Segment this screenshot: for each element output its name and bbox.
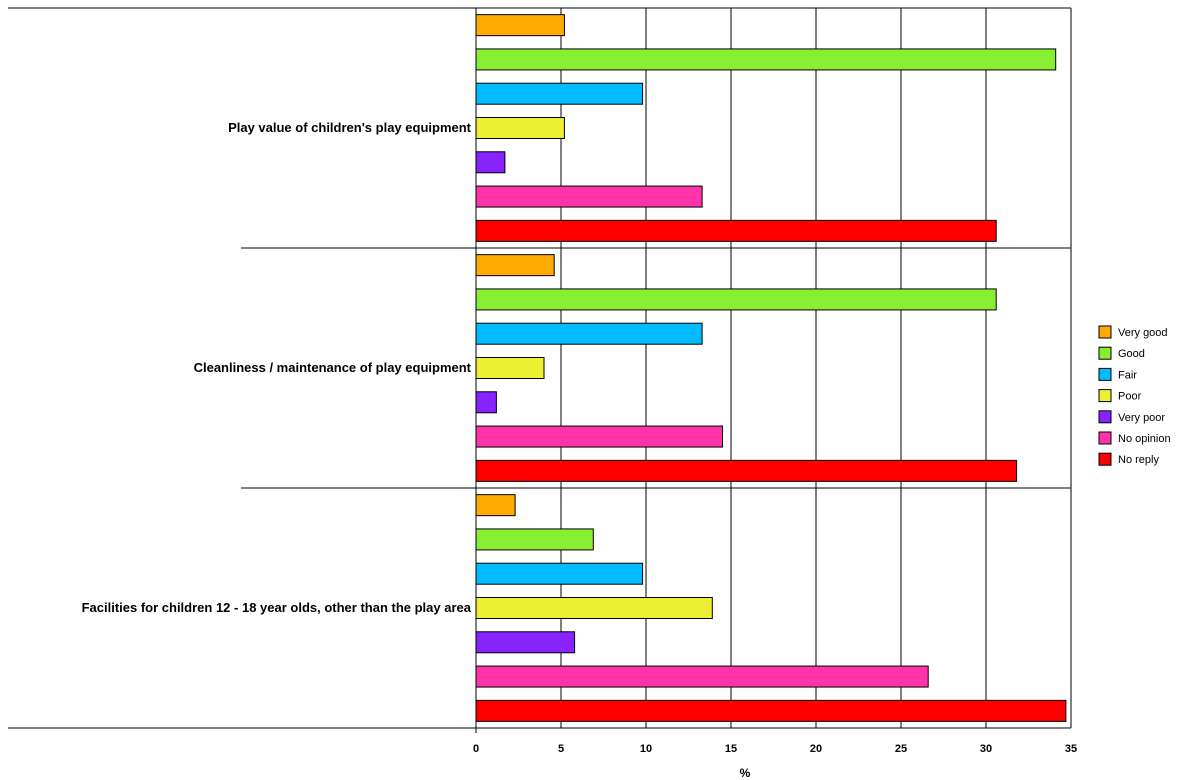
bar-mark [475, 494, 516, 517]
category-label: Play value of children's play equipment [228, 120, 472, 135]
bar-mark [475, 82, 644, 105]
x-tick-label: 0 [473, 743, 479, 755]
x-tick-label: 30 [980, 743, 992, 755]
bar-mark [475, 391, 497, 414]
category-label: Cleanliness / maintenance of play equipm… [194, 360, 472, 375]
legend-label: Very good [1118, 327, 1168, 339]
plot-frame [8, 7, 1072, 733]
x-tick-label: 20 [810, 743, 822, 755]
x-tick-label: 10 [640, 743, 652, 755]
grid-lines [475, 8, 1072, 728]
legend-label: Very poor [1118, 412, 1165, 424]
legend-label: No reply [1118, 454, 1159, 466]
legend-swatch [1098, 431, 1112, 445]
bar-mark [475, 699, 1067, 722]
bar-mark [475, 357, 545, 379]
category-labels: Play value of children's play equipment C… [82, 120, 472, 615]
bar-mark [475, 14, 565, 37]
bar-mark [475, 219, 997, 242]
bar-mark [475, 631, 576, 654]
bar-mark [475, 48, 1057, 71]
bars [475, 14, 1067, 722]
bar-mark [475, 185, 703, 208]
x-axis-title: % [740, 766, 751, 780]
legend-swatch [1098, 389, 1112, 403]
bar-mark [475, 459, 1018, 482]
legend-swatch [1098, 367, 1112, 381]
bar-mark [475, 425, 723, 448]
bar-mark [475, 597, 713, 619]
legend: Very good Good Fair Poor Very poor No opinion… [1098, 325, 1171, 466]
bar-mark [475, 254, 555, 277]
x-tick-label: 15 [725, 743, 737, 755]
bar-mark [475, 528, 594, 551]
bar-mark [475, 117, 565, 139]
legend-swatch [1098, 346, 1112, 360]
x-tick-label: 5 [558, 743, 564, 755]
legend-label: Poor [1118, 391, 1142, 403]
legend-swatch [1098, 325, 1112, 339]
legend-label: Fair [1118, 369, 1137, 381]
legend-label: Good [1118, 348, 1145, 360]
category-label: Facilities for children 12 - 18 year old… [82, 600, 472, 615]
bar-mark [475, 665, 929, 688]
legend-swatch [1098, 410, 1112, 424]
bar-mark [475, 322, 703, 345]
bar-mark [475, 151, 506, 174]
x-tick-labels: 0 5 10 15 20 25 30 35 [473, 743, 1077, 755]
legend-swatch [1098, 452, 1112, 466]
bar-mark [475, 562, 644, 585]
legend-label: No opinion [1118, 433, 1171, 445]
x-tick-label: 35 [1065, 743, 1077, 755]
bar-mark [475, 288, 997, 311]
x-tick-label: 25 [895, 743, 907, 755]
